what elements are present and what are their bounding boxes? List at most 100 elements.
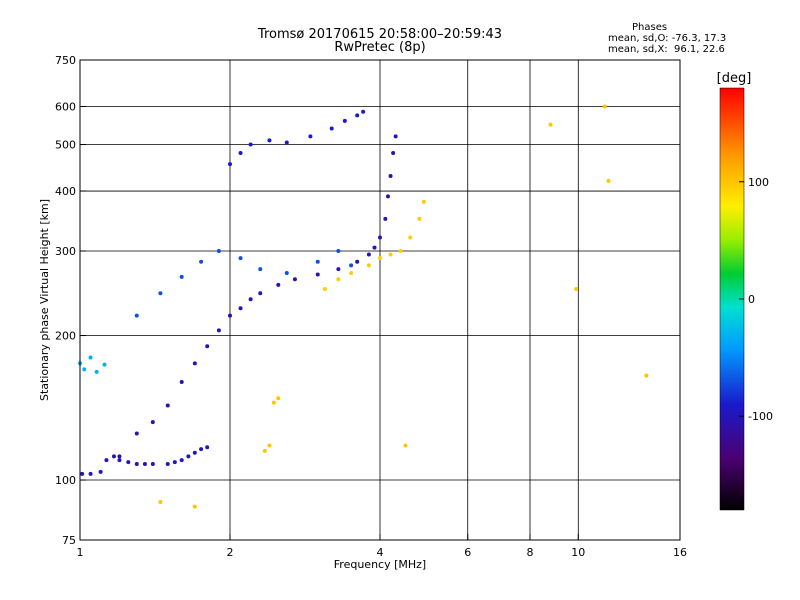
data-point xyxy=(150,461,155,466)
data-point xyxy=(315,272,320,277)
data-point xyxy=(355,259,360,264)
y-axis-label: Stationary phase Virtual Height [km] xyxy=(38,199,51,401)
stats-heading: Phases xyxy=(632,22,668,33)
y-tick-label: 400 xyxy=(55,185,76,198)
data-point xyxy=(238,151,243,156)
data-point xyxy=(417,216,422,221)
data-point xyxy=(372,245,377,250)
data-point xyxy=(165,403,170,408)
data-point xyxy=(336,249,341,254)
data-point xyxy=(192,504,197,509)
data-point xyxy=(199,447,204,452)
data-point xyxy=(349,270,354,275)
data-point xyxy=(142,461,147,466)
data-point xyxy=(271,400,276,405)
data-points xyxy=(78,104,649,509)
stats-line-o: mean, sd,O: -76.3, 17.3 xyxy=(608,33,727,44)
data-point xyxy=(228,313,232,318)
data-point xyxy=(361,109,366,114)
x-tick-label: 8 xyxy=(527,546,534,559)
data-point xyxy=(385,194,390,199)
data-point xyxy=(349,263,354,268)
data-point xyxy=(192,361,197,366)
data-point xyxy=(606,178,611,183)
data-point xyxy=(355,113,360,118)
data-point xyxy=(408,235,413,240)
data-point xyxy=(117,454,122,459)
data-point xyxy=(276,396,281,401)
y-tick-label: 600 xyxy=(55,101,76,114)
data-point xyxy=(158,499,163,504)
data-point xyxy=(342,118,347,123)
data-point xyxy=(574,287,579,292)
data-point xyxy=(179,458,184,463)
x-tick-label: 4 xyxy=(377,546,384,559)
data-point xyxy=(192,450,197,455)
x-tick-label: 1 xyxy=(77,546,84,559)
data-point xyxy=(602,104,607,109)
data-point xyxy=(248,297,253,302)
data-point xyxy=(393,134,398,139)
chart-title: Tromsø 20170615 20:58:00–20:59:43 xyxy=(257,27,503,42)
data-point xyxy=(117,458,122,463)
colorbar-tick-label: 0 xyxy=(748,293,755,306)
data-point xyxy=(336,277,341,282)
axis-ticks: 1 2 4 6 8 10 16 75 100 200 300 400 500 600 750 xyxy=(55,54,687,559)
x-tick-label: 6 xyxy=(464,546,471,559)
data-point xyxy=(88,355,93,360)
data-point xyxy=(216,328,221,333)
data-point xyxy=(205,344,210,349)
data-point xyxy=(388,173,393,178)
data-point xyxy=(378,256,382,261)
data-point xyxy=(165,461,170,466)
y-tick-label: 300 xyxy=(55,245,76,258)
data-point xyxy=(150,420,155,425)
data-point xyxy=(284,140,289,145)
data-point xyxy=(308,134,313,139)
data-point xyxy=(205,445,210,450)
data-point xyxy=(366,252,371,257)
data-point xyxy=(238,306,243,311)
data-point xyxy=(391,151,396,156)
y-tick-label: 500 xyxy=(55,139,76,152)
x-tick-label: 2 xyxy=(227,546,234,559)
x-axis-label: Frequency [MHz] xyxy=(334,558,426,571)
y-tick-label: 100 xyxy=(55,474,76,487)
colorbar-label: [deg] xyxy=(717,71,752,86)
data-point xyxy=(398,249,403,254)
y-tick-label: 750 xyxy=(55,54,76,67)
x-tick-label: 16 xyxy=(673,546,687,559)
data-point xyxy=(98,469,103,474)
data-point xyxy=(80,471,85,476)
stats-line-x: mean, sd,X: 96.1, 22.6 xyxy=(608,44,725,55)
data-point xyxy=(88,471,93,476)
data-point xyxy=(134,431,139,436)
data-point xyxy=(378,235,382,240)
data-point xyxy=(126,460,131,465)
data-point xyxy=(248,142,253,147)
data-point xyxy=(315,259,320,264)
data-point xyxy=(172,460,177,465)
data-point xyxy=(216,249,221,254)
data-point xyxy=(179,274,184,279)
data-point xyxy=(262,448,267,453)
colorbar-tick-label: 100 xyxy=(748,176,769,189)
data-point xyxy=(403,443,408,448)
y-tick-label: 200 xyxy=(55,330,76,343)
data-point xyxy=(388,252,393,257)
data-point xyxy=(336,267,341,272)
data-point xyxy=(292,277,297,282)
data-point xyxy=(284,270,289,275)
data-point xyxy=(134,461,139,466)
data-point xyxy=(267,443,272,448)
data-point xyxy=(82,367,87,372)
data-point xyxy=(111,454,116,459)
data-point xyxy=(186,454,191,459)
colorbar-ticks: -100 0 100 xyxy=(739,176,773,423)
colorbar-tick-label: -100 xyxy=(748,410,773,423)
data-point xyxy=(94,369,99,374)
data-point xyxy=(228,162,232,167)
data-point xyxy=(158,291,163,296)
data-point xyxy=(644,373,649,378)
